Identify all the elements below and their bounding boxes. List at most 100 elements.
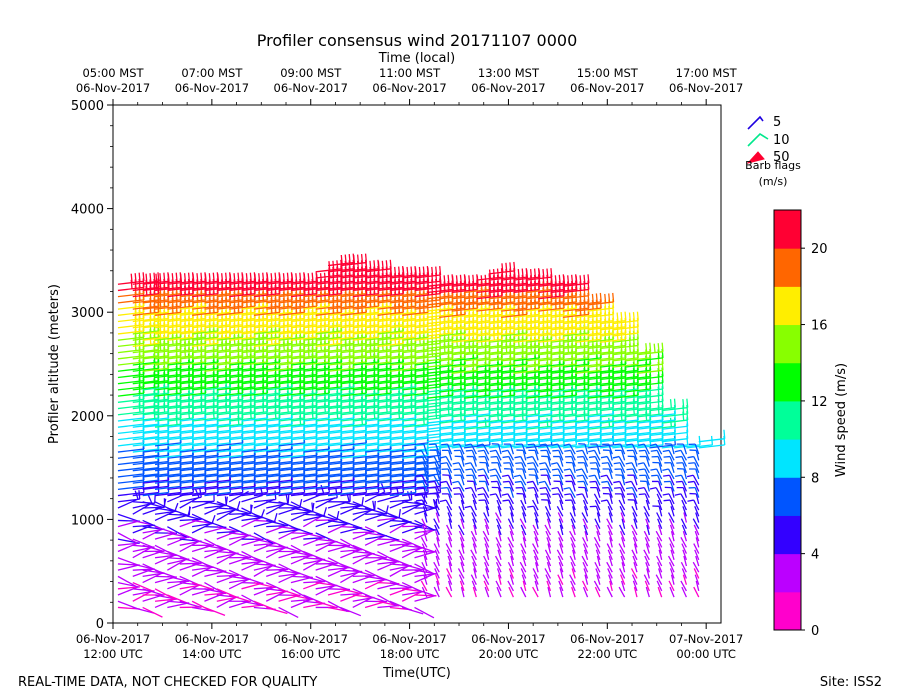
barb-feather <box>221 273 224 283</box>
barb-shaft <box>241 460 268 466</box>
barb-feather <box>311 502 315 512</box>
barb-feather <box>208 273 211 283</box>
barb-shaft <box>204 460 231 466</box>
barb-shaft <box>241 280 268 285</box>
barb-shaft <box>117 417 145 422</box>
barb-shaft <box>229 299 256 304</box>
wind-barb <box>132 272 160 285</box>
barb-shaft <box>142 324 169 329</box>
barb-shaft <box>179 305 206 310</box>
barb-shaft <box>241 392 268 397</box>
wind-barb <box>241 594 262 606</box>
barb-shaft <box>154 299 182 304</box>
barb-shaft <box>179 467 206 472</box>
barb-shaft <box>179 342 206 348</box>
wind-barb <box>154 510 177 515</box>
barb-shaft <box>192 361 219 366</box>
barb-shaft <box>204 548 225 559</box>
wind-barb <box>253 600 275 611</box>
barb-shaft <box>179 460 206 466</box>
barb-shaft <box>132 417 159 422</box>
barb-shaft <box>241 417 268 422</box>
barb-shaft <box>241 348 268 354</box>
barb-shaft <box>241 442 268 447</box>
barb-shaft <box>241 286 268 292</box>
barb-shaft <box>204 606 226 616</box>
barb-shaft <box>179 336 206 341</box>
barb-shaft <box>167 305 194 310</box>
barb-shaft <box>142 286 169 292</box>
barb-shaft <box>154 598 177 602</box>
barb-shaft <box>179 293 206 298</box>
barb-shaft <box>241 299 268 304</box>
barb-shaft <box>132 293 159 298</box>
barb-shaft <box>142 342 169 348</box>
barb-shaft <box>216 429 243 435</box>
barb-shaft <box>241 532 263 541</box>
barb-shaft <box>154 386 182 391</box>
wind-barb <box>216 508 237 521</box>
barb-shaft <box>142 429 169 435</box>
barb-shaft <box>142 380 169 385</box>
barb-shaft <box>167 575 189 582</box>
wind-barb <box>117 446 145 459</box>
wind-barb <box>117 421 145 435</box>
barb-shaft <box>216 467 243 472</box>
barb-shaft <box>142 448 169 453</box>
barb-feather <box>361 497 364 507</box>
barb-shaft <box>154 324 182 329</box>
barb-shaft <box>204 305 231 310</box>
barb-shaft <box>216 380 243 385</box>
barb-feather <box>204 273 207 283</box>
wind-barb <box>117 440 145 453</box>
wind-barb <box>228 550 251 559</box>
barb-shaft <box>142 435 169 441</box>
wind-barb <box>117 586 139 596</box>
barb-shaft <box>179 518 201 528</box>
barb-shaft <box>167 536 189 546</box>
barb-shaft <box>132 280 159 285</box>
barb-feather <box>353 254 356 265</box>
barb-shaft <box>179 540 202 546</box>
wind-barb <box>117 272 145 285</box>
barb-shaft <box>154 348 182 354</box>
barb-shaft <box>167 580 190 584</box>
barb-shaft <box>142 299 169 304</box>
barb-shaft <box>117 498 140 503</box>
barb-shaft <box>179 518 202 522</box>
barb-shaft <box>241 398 268 403</box>
barb-feather <box>278 273 281 283</box>
wind-barb <box>142 606 163 618</box>
barb-shaft <box>132 442 159 447</box>
barb-shaft <box>132 502 153 515</box>
barb-shaft <box>142 392 169 397</box>
barb-shaft <box>192 380 219 385</box>
wind-barb <box>117 458 145 472</box>
barb-shaft <box>204 324 231 329</box>
barb-feather <box>174 502 179 512</box>
wind-barb <box>142 572 163 584</box>
barb-shaft <box>229 429 256 435</box>
barb-shaft <box>132 317 159 323</box>
barb-shaft <box>117 336 145 341</box>
barb-shaft <box>117 411 145 416</box>
barb-feather <box>282 273 285 283</box>
barb-shaft <box>179 398 206 403</box>
barb-shaft <box>167 293 194 298</box>
barb-shaft <box>117 429 145 435</box>
barb-shaft <box>167 342 194 348</box>
barb-shaft <box>204 386 231 391</box>
barb-shaft <box>154 442 182 447</box>
barb-shaft <box>192 330 219 335</box>
wind-barb <box>228 594 251 603</box>
barb-shaft <box>229 435 256 441</box>
barb-feather <box>229 273 232 283</box>
wind-barb <box>154 569 177 578</box>
barb-shaft <box>117 317 145 323</box>
barb-shaft <box>167 398 194 403</box>
barb-shaft <box>253 586 276 590</box>
barb-feather <box>431 266 434 276</box>
barb-feather <box>369 260 372 270</box>
barb-shaft <box>352 596 375 602</box>
barb-shaft <box>179 540 200 553</box>
